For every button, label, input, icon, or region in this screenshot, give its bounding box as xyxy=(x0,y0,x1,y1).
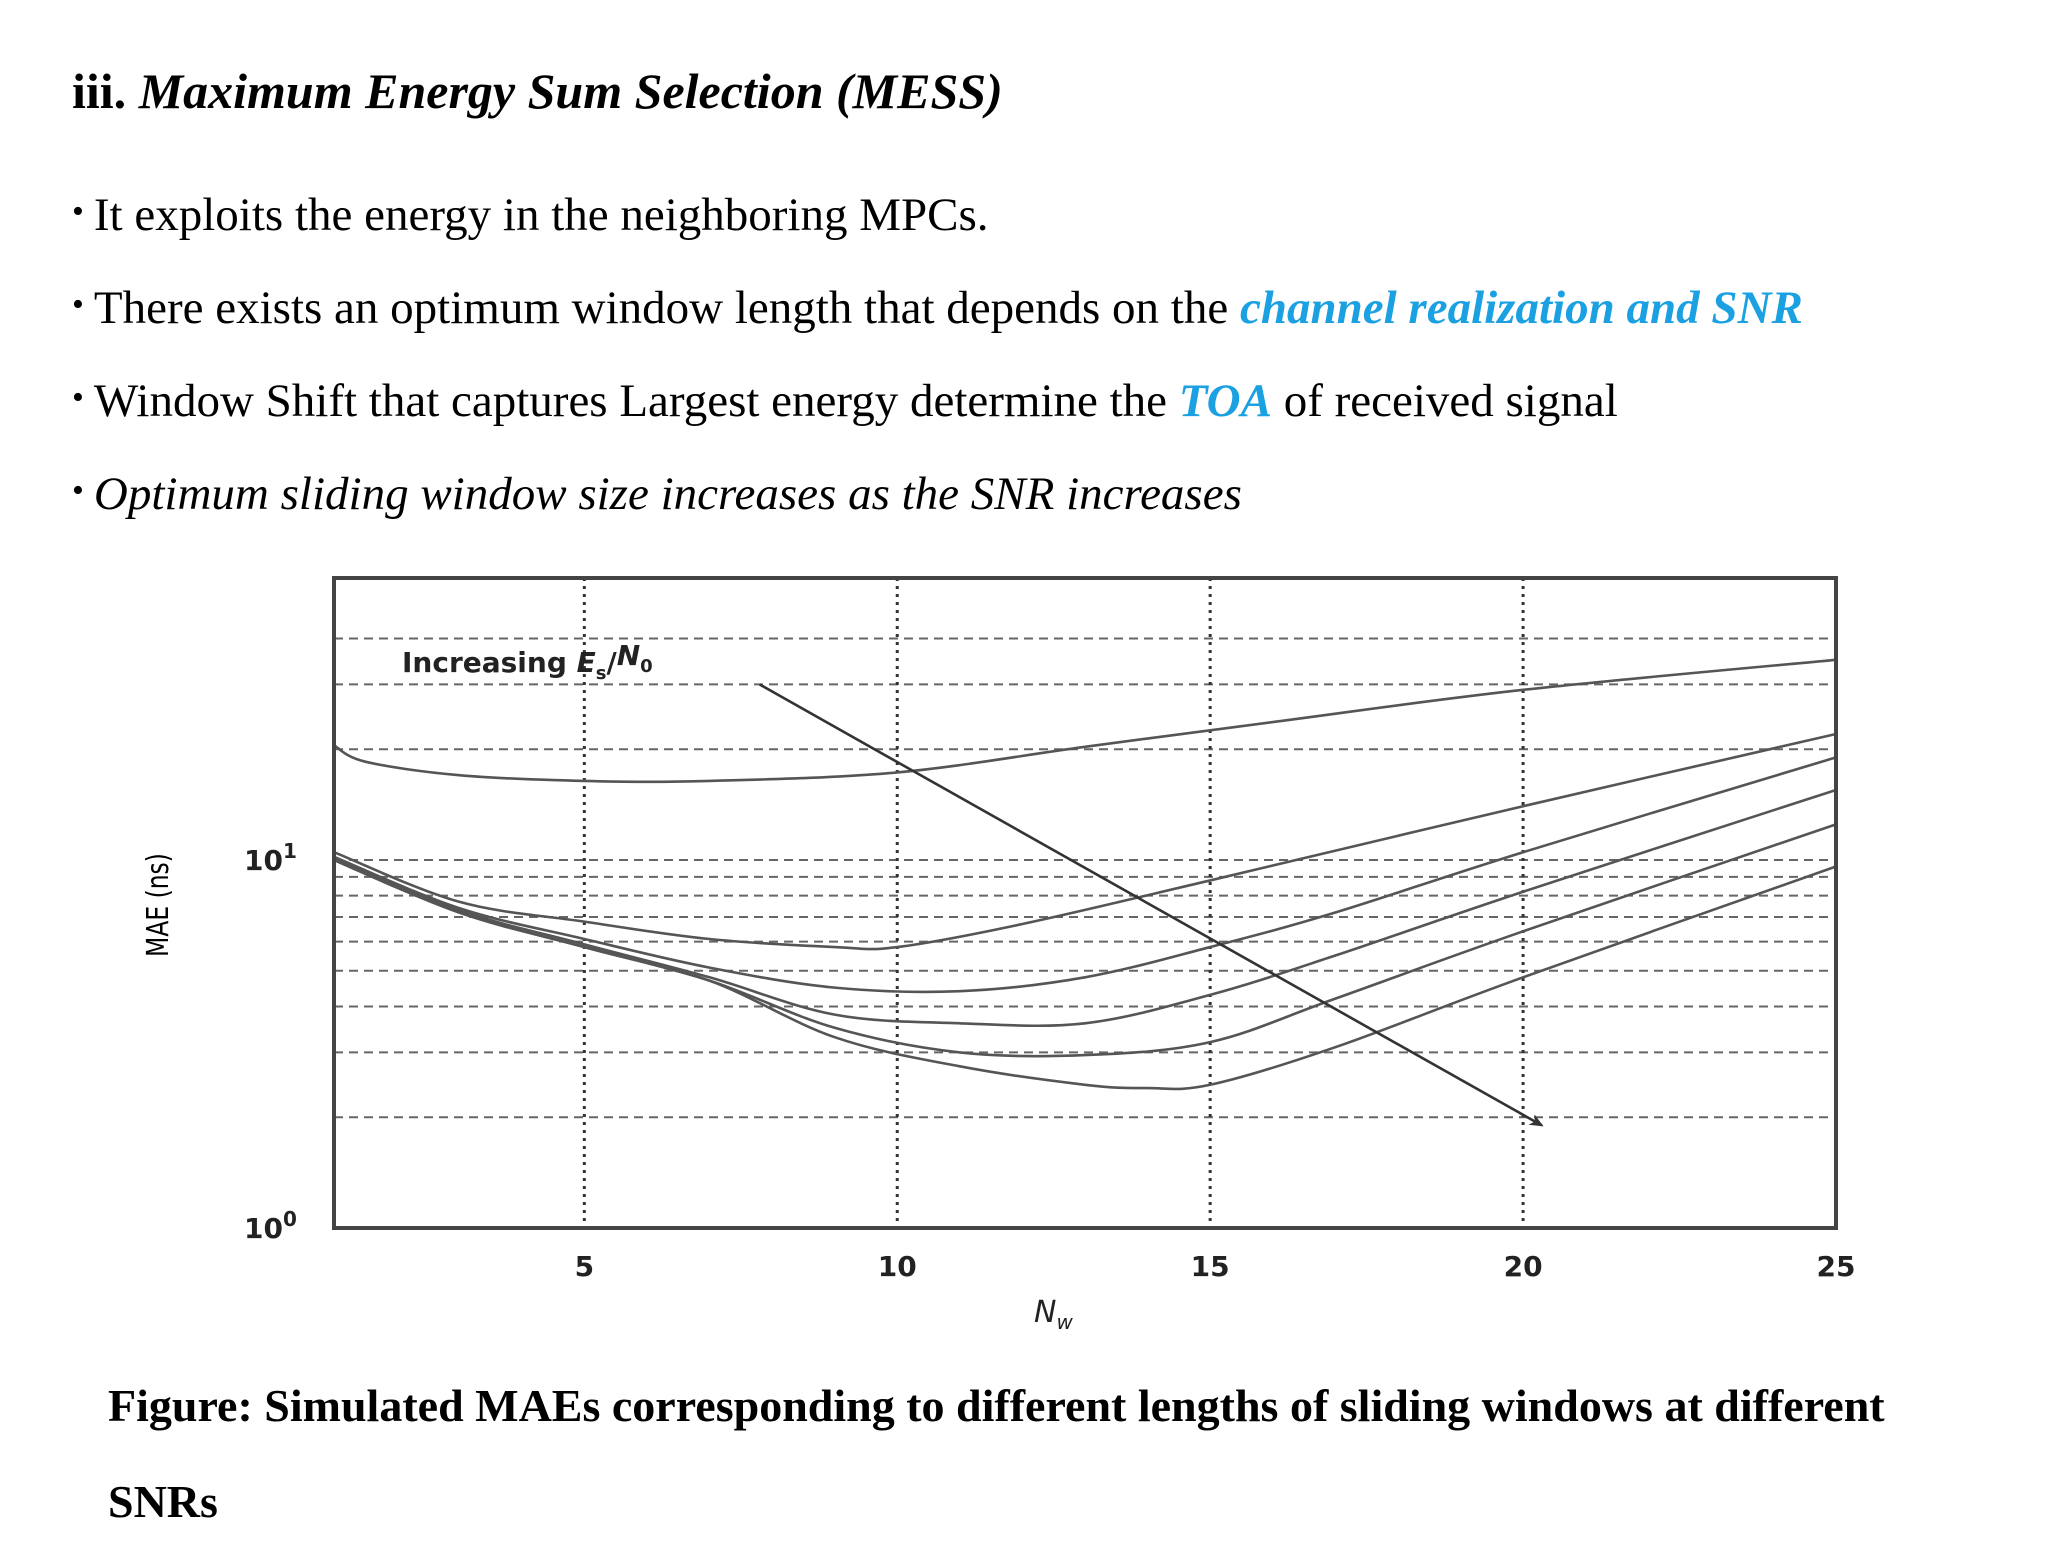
bullet-dot: • xyxy=(72,286,84,323)
bullet-3: • Window Shift that captures Largest ener… xyxy=(72,374,1618,428)
annotation-arrow xyxy=(758,683,1544,1127)
plot-frame xyxy=(332,576,1838,1230)
bullet-2-highlight: channel realization and SNR xyxy=(1239,282,1803,334)
bullet-dot: • xyxy=(72,193,84,230)
x-tick-label: 25 xyxy=(1817,1250,1856,1283)
bullet-4-text: Optimum sliding window size increases as… xyxy=(93,468,1242,520)
x-tick-label: 10 xyxy=(878,1250,917,1283)
y-tick-label: 101 xyxy=(244,839,297,877)
heading-prefix: iii. xyxy=(72,63,127,119)
series-line-6 xyxy=(333,858,1837,1091)
bullet-3-text: Window Shift that captures Largest energ… xyxy=(93,375,1179,427)
x-tick-label: 20 xyxy=(1504,1250,1543,1283)
section-heading: iii. Maximum Energy Sum Selection (MESS) xyxy=(72,62,1003,120)
heading-title: Maximum Energy Sum Selection (MESS) xyxy=(138,63,1003,119)
x-tick-label: 15 xyxy=(1191,1250,1230,1283)
y-tick-label: 100 xyxy=(244,1207,297,1245)
figure-caption: Figure: Simulated MAEs corresponding to … xyxy=(108,1380,1885,1527)
bullet-2-text: There exists an optimum window length th… xyxy=(93,282,1240,334)
series-line-2 xyxy=(333,732,1837,951)
bullet-dot: • xyxy=(72,472,84,509)
bullet-3-highlight: TOA xyxy=(1178,375,1272,427)
series-line-1 xyxy=(333,658,1837,784)
bullet-1-text: It exploits the energy in the neighborin… xyxy=(93,189,989,241)
x-axis-label: Nw xyxy=(1034,1295,1073,1334)
series-line-4 xyxy=(333,788,1837,1028)
bullet-1: • It exploits the energy in the neighbori… xyxy=(72,188,989,242)
series-line-3 xyxy=(333,756,1837,994)
annotation-label: Increasing Es/N0 xyxy=(402,639,653,684)
bullet-4: • Optimum sliding window size increases a… xyxy=(72,467,1242,521)
y-axis-label: MAE (ns) xyxy=(141,853,176,957)
bullet-dot: • xyxy=(72,379,84,416)
bullet-3-after: of received signal xyxy=(1271,375,1618,427)
bullet-2: • There exists an optimum window length t… xyxy=(72,281,1803,335)
x-tick-label: 5 xyxy=(575,1250,594,1283)
